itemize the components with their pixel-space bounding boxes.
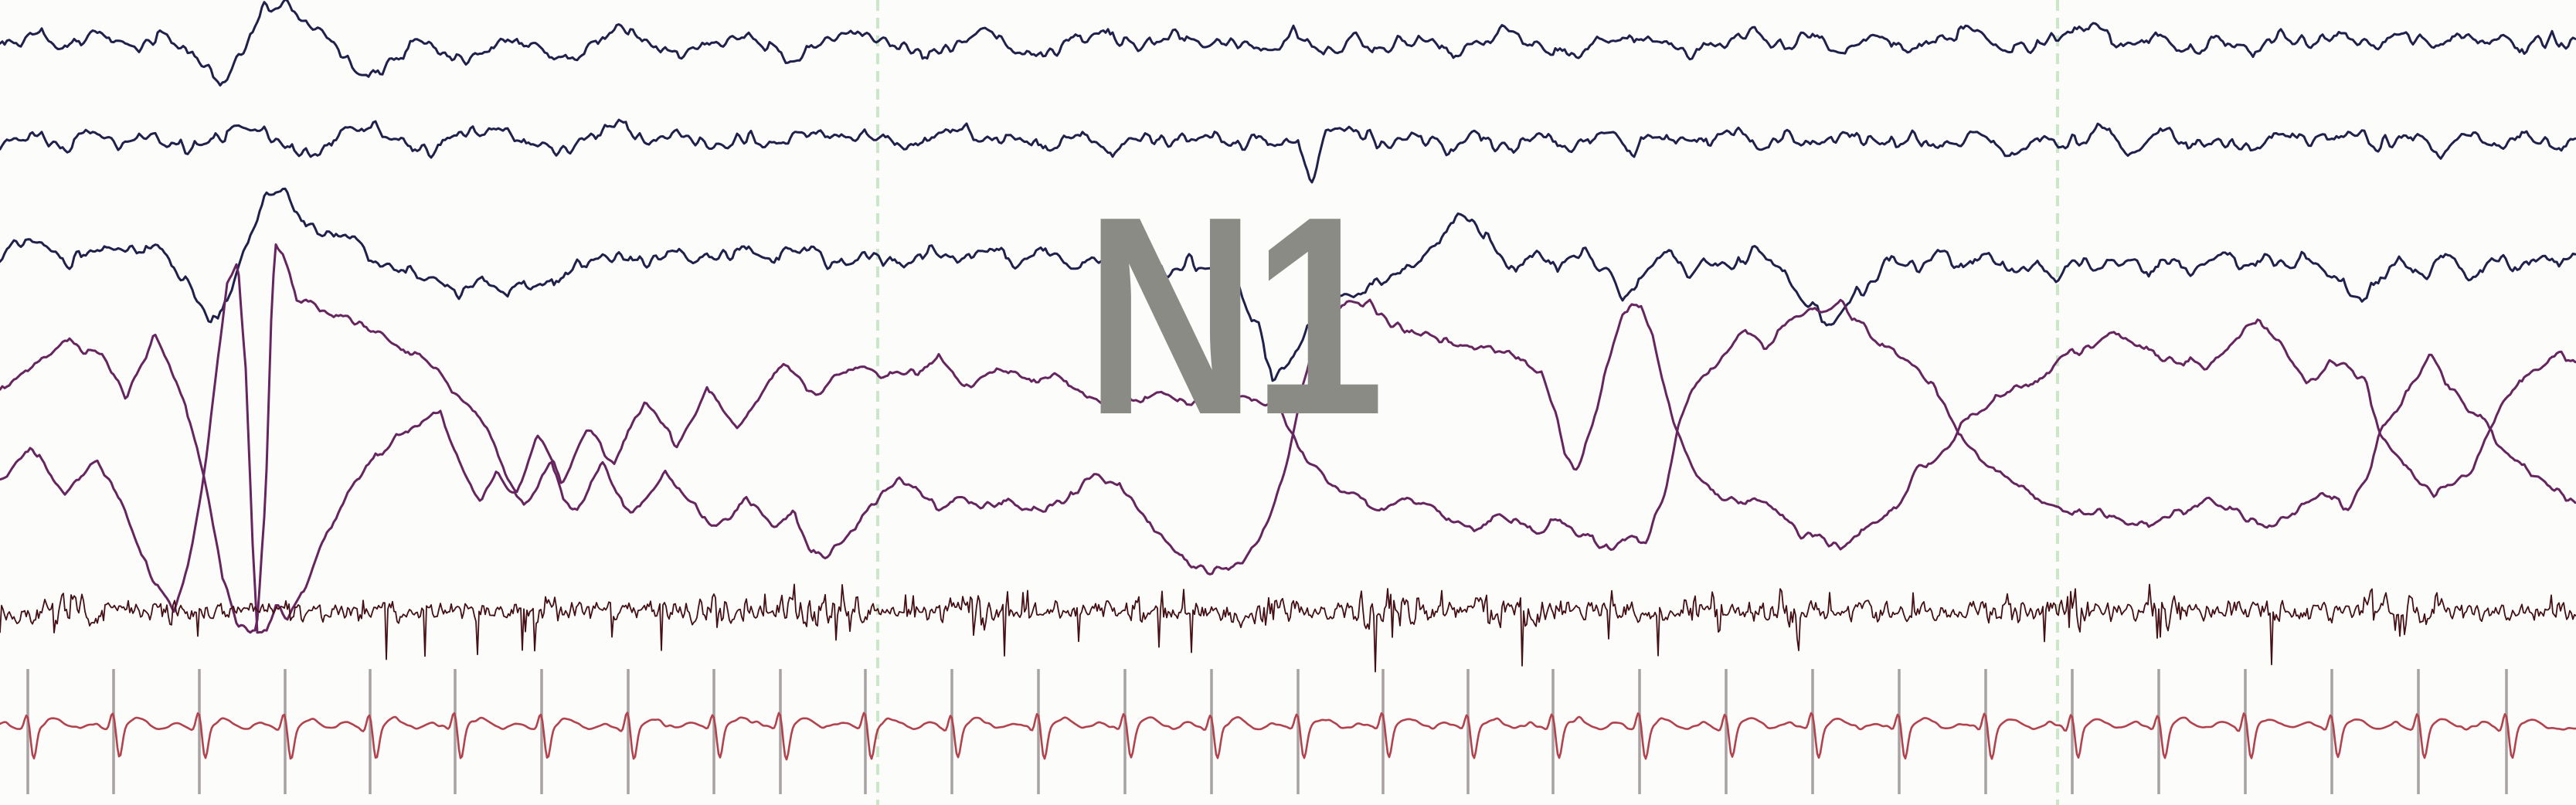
eeg-trace-2	[0, 118, 2576, 184]
eog-trace-left	[0, 243, 2576, 634]
ecg-trace	[0, 712, 2576, 761]
traces	[0, 0, 2576, 761]
eeg-trace-1	[0, 0, 2576, 87]
sleep-stage-label: N1	[1085, 158, 1385, 474]
epoch-gridlines	[876, 0, 2059, 805]
ecg-beat-markers	[26, 669, 2508, 794]
eog-trace-right	[0, 263, 2576, 634]
eeg-trace-3	[0, 187, 2576, 382]
emg-chin-trace	[0, 583, 2576, 673]
